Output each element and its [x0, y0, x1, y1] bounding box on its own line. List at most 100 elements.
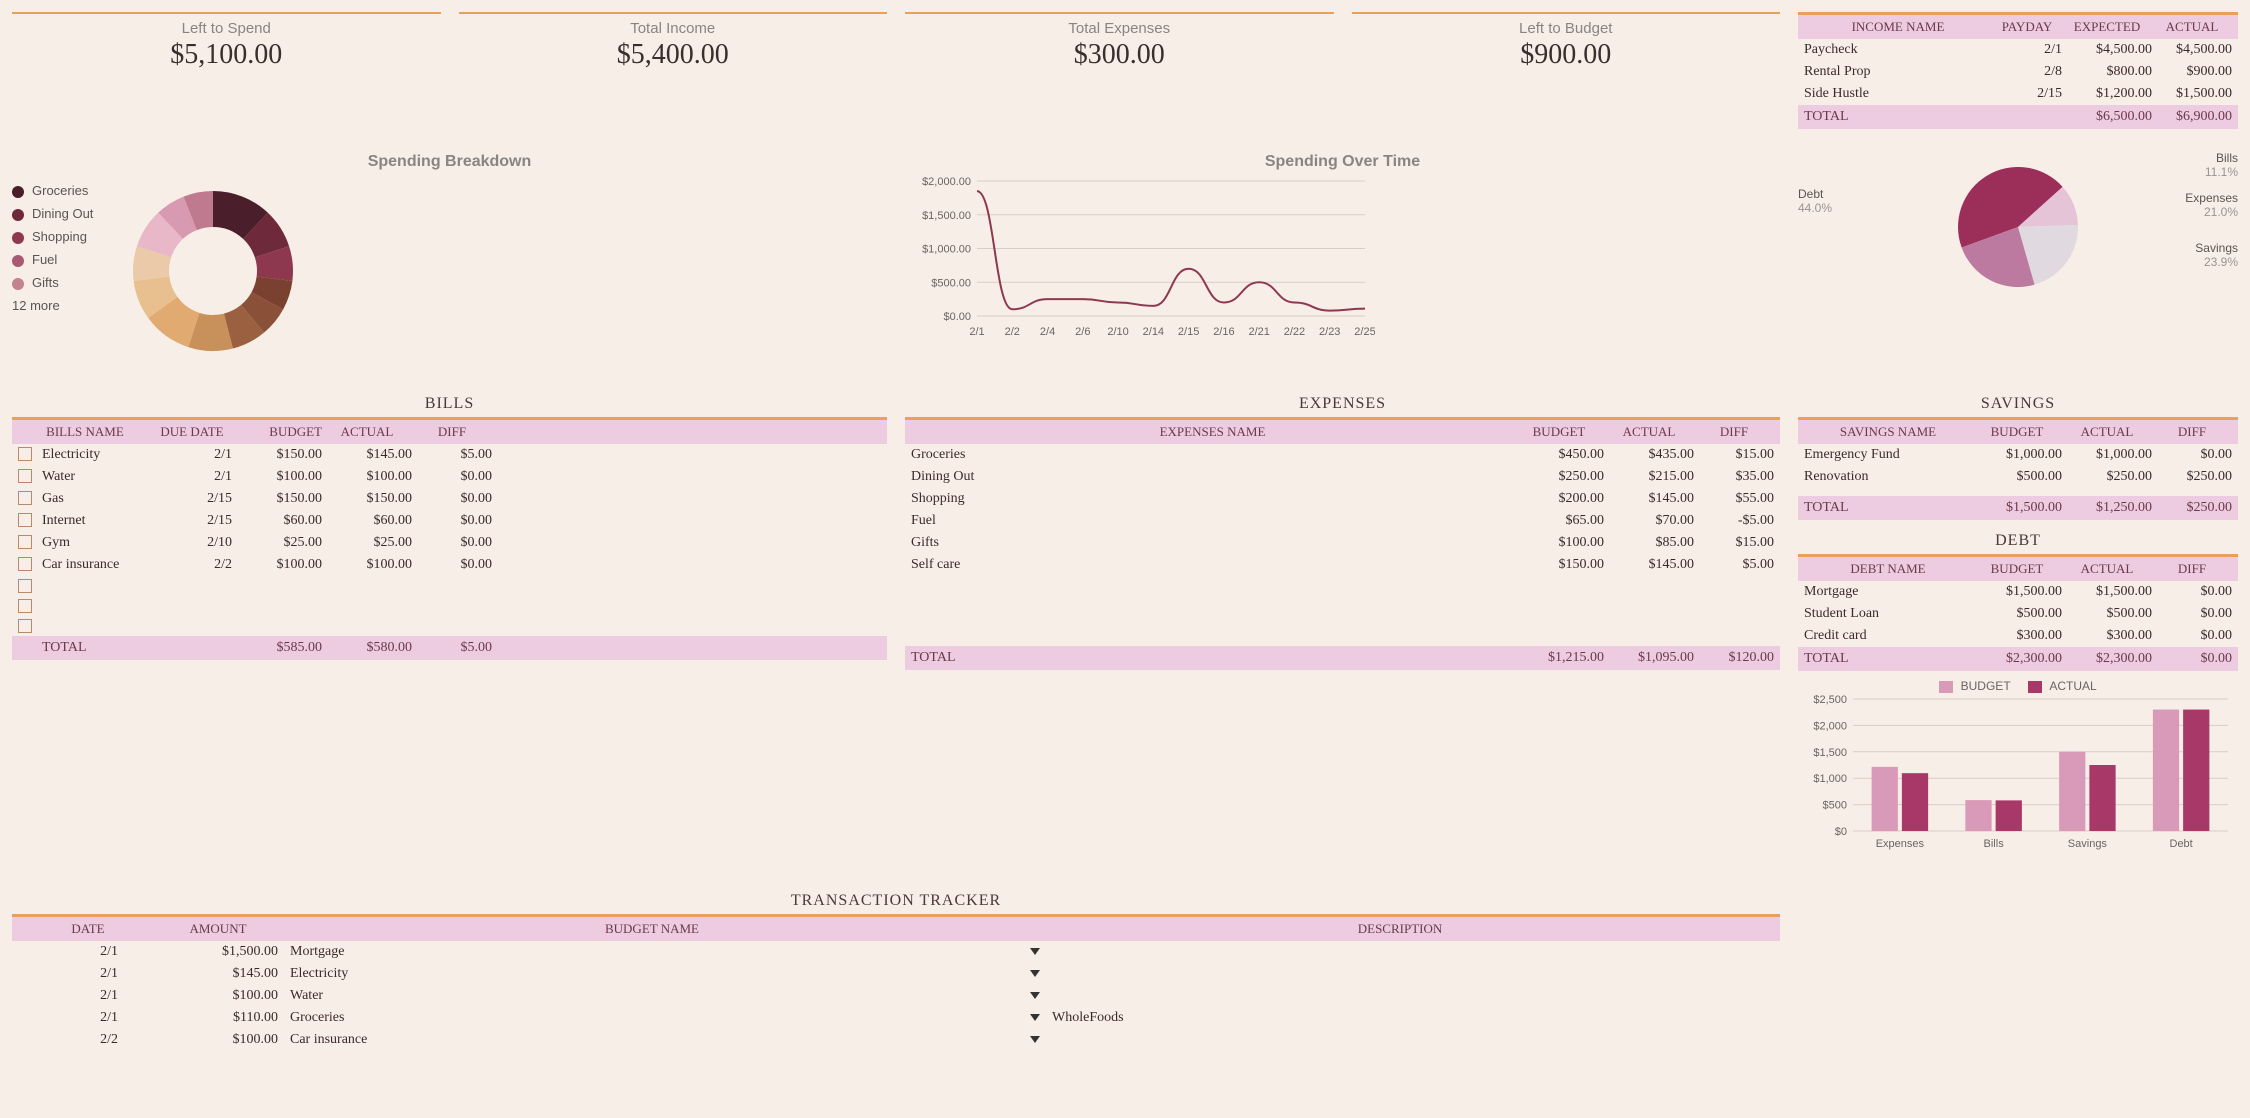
svg-text:2/1: 2/1 — [969, 326, 984, 338]
svg-text:2/10: 2/10 — [1107, 326, 1128, 338]
table-row[interactable]: Paycheck2/1$4,500.00$4,500.00 — [1798, 39, 2238, 61]
checkbox[interactable] — [18, 599, 32, 613]
svg-text:$1,000: $1,000 — [1813, 773, 1847, 785]
table-row[interactable]: Internet2/15$60.00$60.00$0.00 — [12, 510, 887, 532]
checkbox[interactable] — [18, 579, 32, 593]
summary-card-2: Total Expenses$300.00 — [905, 12, 1334, 71]
line-chart: $2,000.00 $1,500.00 $1,000.00 $500.00 $0.00 2… — [905, 171, 1375, 341]
transaction-row[interactable]: 2/2$100.00Car insurance — [12, 1029, 1780, 1051]
table-row[interactable]: Renovation$500.00$250.00$250.00 — [1798, 466, 2238, 488]
table-row[interactable]: Student Loan$500.00$500.00$0.00 — [1798, 603, 2238, 625]
legend-item: Gifts — [12, 271, 93, 294]
tx-title: TRANSACTION TRACKER — [12, 892, 1780, 910]
svg-text:2/25: 2/25 — [1354, 326, 1375, 338]
expenses-title: EXPENSES — [905, 395, 1780, 413]
bills-total: TOTAL $585.00 $580.00 $5.00 — [12, 636, 887, 660]
savings-title: SAVINGS — [1798, 395, 2238, 413]
table-row[interactable]: Water2/1$100.00$100.00$0.00 — [12, 466, 887, 488]
svg-text:$1,500.00: $1,500.00 — [922, 210, 971, 222]
bar-legend-actual: ACTUAL — [2049, 679, 2096, 693]
table-row[interactable]: Car insurance2/2$100.00$100.00$0.00 — [12, 554, 887, 576]
dropdown-icon[interactable] — [1030, 1036, 1040, 1043]
allocation-pie — [1943, 152, 2093, 302]
checkbox[interactable] — [18, 535, 32, 549]
debt-total: TOTAL $2,300.00 $2,300.00 $0.00 — [1798, 647, 2238, 671]
svg-text:$1,500: $1,500 — [1813, 747, 1847, 759]
legend-item: Fuel — [12, 248, 93, 271]
summary-card-1: Total Income$5,400.00 — [459, 12, 888, 71]
svg-text:$2,000.00: $2,000.00 — [922, 176, 971, 188]
checkbox[interactable] — [18, 619, 32, 633]
bills-header: BILLS NAME DUE DATE BUDGET ACTUAL DIFF — [12, 417, 887, 444]
income-header: INCOME NAME PAYDAY EXPECTED ACTUAL — [1798, 12, 2238, 39]
checkbox[interactable] — [18, 513, 32, 527]
svg-text:$2,500: $2,500 — [1813, 694, 1847, 706]
svg-text:2/22: 2/22 — [1284, 326, 1305, 338]
bills-title: BILLS — [12, 395, 887, 413]
svg-text:2/16: 2/16 — [1213, 326, 1234, 338]
svg-text:Expenses: Expenses — [1876, 838, 1925, 850]
line-title: Spending Over Time — [905, 153, 1780, 171]
income-total: TOTAL $6,500.00 $6,900.00 — [1798, 105, 2238, 129]
donut-chart — [113, 171, 313, 371]
savings-total: TOTAL $1,500.00 $1,250.00 $250.00 — [1798, 496, 2238, 520]
table-row[interactable]: Groceries$450.00$435.00$15.00 — [905, 444, 1780, 466]
svg-text:$500.00: $500.00 — [931, 277, 971, 289]
table-row[interactable]: Gas2/15$150.00$150.00$0.00 — [12, 488, 887, 510]
svg-text:2/4: 2/4 — [1040, 326, 1055, 338]
table-row[interactable]: Gifts$100.00$85.00$15.00 — [905, 532, 1780, 554]
table-row[interactable]: Electricity2/1$150.00$145.00$5.00 — [12, 444, 887, 466]
svg-text:2/14: 2/14 — [1143, 326, 1164, 338]
expenses-total: TOTAL $1,215.00 $1,095.00 $120.00 — [905, 646, 1780, 670]
checkbox[interactable] — [18, 491, 32, 505]
transaction-row[interactable]: 2/1$110.00GroceriesWholeFoods — [12, 1007, 1780, 1029]
svg-text:$0: $0 — [1835, 826, 1847, 838]
legend-item: Dining Out — [12, 202, 93, 225]
pie-label-debt: Debt — [1798, 187, 1832, 201]
tx-header: DATE AMOUNT BUDGET NAME DESCRIPTION — [12, 914, 1780, 941]
table-row[interactable]: Credit card$300.00$300.00$0.00 — [1798, 625, 2238, 647]
checkbox[interactable] — [18, 557, 32, 571]
bar-legend-budget: BUDGET — [1961, 679, 2011, 693]
svg-text:2/23: 2/23 — [1319, 326, 1340, 338]
table-row[interactable]: Side Hustle2/15$1,200.00$1,500.00 — [1798, 83, 2238, 105]
debt-header: DEBT NAME BUDGET ACTUAL DIFF — [1798, 554, 2238, 581]
checkbox[interactable] — [18, 469, 32, 483]
svg-text:2/6: 2/6 — [1075, 326, 1090, 338]
breakdown-title: Spending Breakdown — [12, 153, 887, 171]
table-row[interactable]: Mortgage$1,500.00$1,500.00$0.00 — [1798, 581, 2238, 603]
table-row[interactable]: Rental Prop2/8$800.00$900.00 — [1798, 61, 2238, 83]
table-row[interactable]: Emergency Fund$1,000.00$1,000.00$0.00 — [1798, 444, 2238, 466]
legend-item: Groceries — [12, 179, 93, 202]
table-row[interactable] — [12, 576, 887, 596]
svg-text:2/15: 2/15 — [1178, 326, 1199, 338]
table-row[interactable]: Dining Out$250.00$215.00$35.00 — [905, 466, 1780, 488]
svg-text:Debt: Debt — [2170, 838, 2193, 850]
table-row[interactable] — [12, 596, 887, 616]
dropdown-icon[interactable] — [1030, 992, 1040, 999]
bar-chart: $2,500$2,000$1,500$1,000$500$0ExpensesBi… — [1798, 693, 2238, 853]
svg-text:$1,000.00: $1,000.00 — [922, 244, 971, 256]
debt-title: DEBT — [1798, 532, 2238, 550]
table-row[interactable]: Gym2/10$25.00$25.00$0.00 — [12, 532, 887, 554]
table-row[interactable]: Shopping$200.00$145.00$55.00 — [905, 488, 1780, 510]
table-row[interactable]: Self care$150.00$145.00$5.00 — [905, 554, 1780, 576]
transaction-row[interactable]: 2/1$145.00Electricity — [12, 963, 1780, 985]
checkbox[interactable] — [18, 447, 32, 461]
dropdown-icon[interactable] — [1030, 970, 1040, 977]
transaction-row[interactable]: 2/1$1,500.00Mortgage — [12, 941, 1780, 963]
table-row[interactable] — [12, 616, 887, 636]
svg-text:$0.00: $0.00 — [943, 311, 971, 323]
table-row[interactable]: Fuel$65.00$70.00-$5.00 — [905, 510, 1780, 532]
savings-header: SAVINGS NAME BUDGET ACTUAL DIFF — [1798, 417, 2238, 444]
dropdown-icon[interactable] — [1030, 948, 1040, 955]
expenses-header: EXPENSES NAME BUDGET ACTUAL DIFF — [905, 417, 1780, 444]
legend-more: 12 more — [12, 294, 93, 317]
svg-text:Bills: Bills — [1984, 838, 2005, 850]
transaction-row[interactable]: 2/1$100.00Water — [12, 985, 1780, 1007]
dropdown-icon[interactable] — [1030, 1014, 1040, 1021]
svg-text:Savings: Savings — [2068, 838, 2108, 850]
summary-card-3: Left to Budget$900.00 — [1352, 12, 1781, 71]
svg-text:$500: $500 — [1823, 800, 1847, 812]
svg-text:2/21: 2/21 — [1248, 326, 1269, 338]
